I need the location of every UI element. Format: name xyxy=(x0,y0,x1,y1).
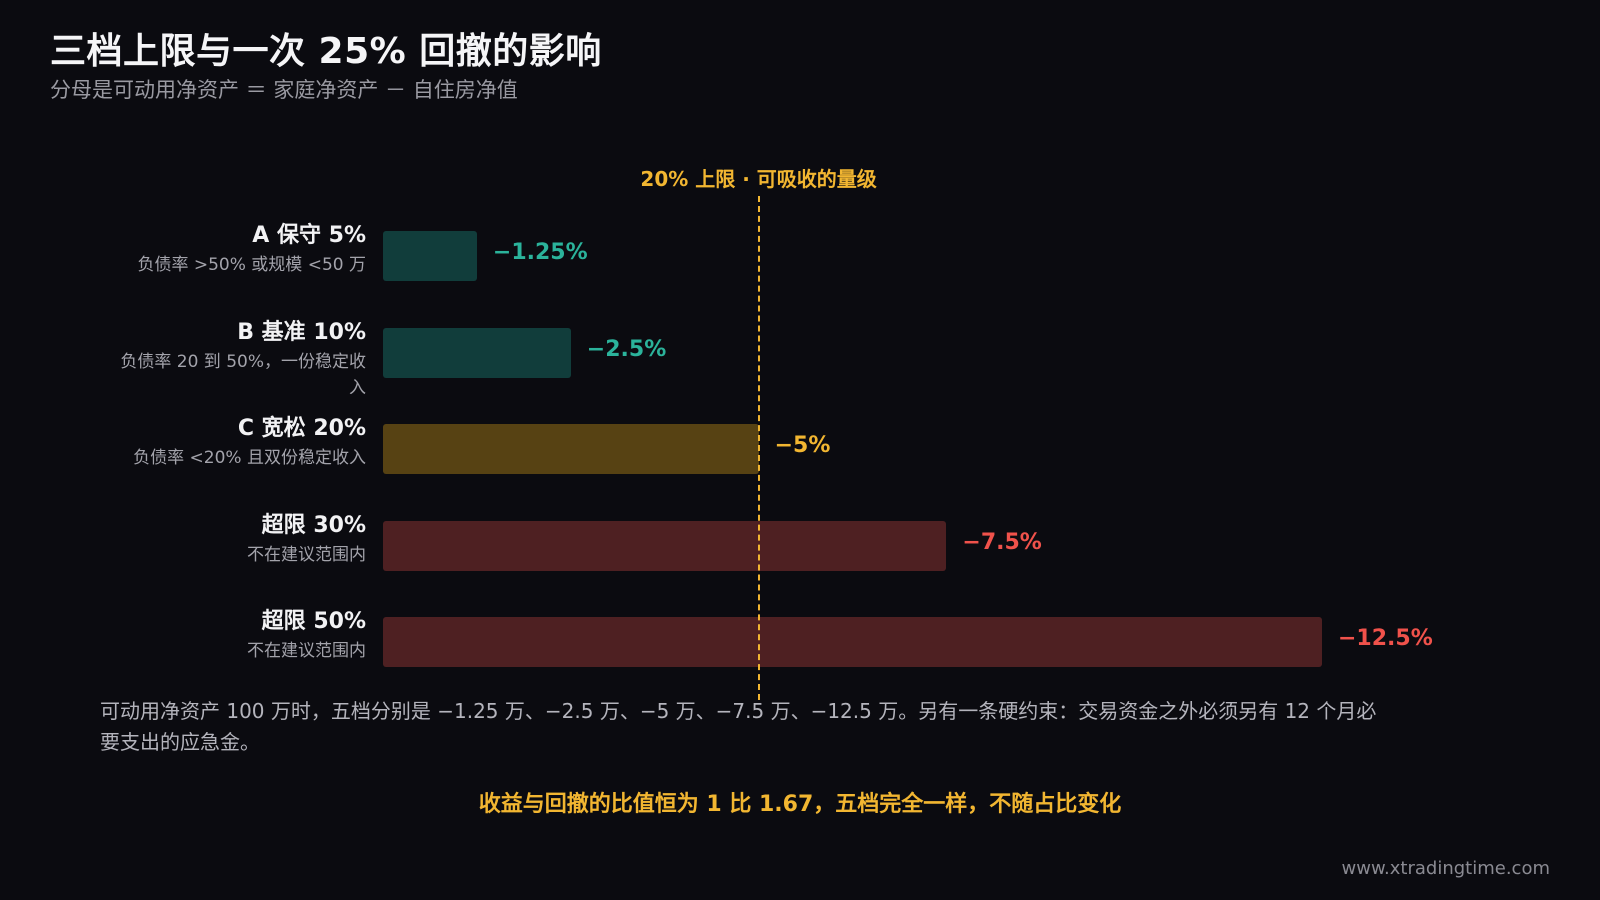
category-description: 不在建议范围内 xyxy=(247,544,366,565)
category-name: A 保守 5% xyxy=(252,223,366,248)
bar-value-label: −7.5% xyxy=(962,529,1042,555)
category-label: 超限 50% 不在建议范围内 xyxy=(106,607,366,664)
category-name: 超限 30% xyxy=(261,512,366,538)
category-description: 负债率 <20% 且双份稳定收入 xyxy=(133,448,366,468)
category-label: C 宽松 20% 负债率 <20% 且双份稳定收入 xyxy=(106,414,366,471)
explanation-note: 可动用净资产 100 万时，五档分别是 −1.25 万、−2.5 万、−5 万、… xyxy=(100,699,1377,754)
bar xyxy=(383,424,759,474)
key-takeaway: 收益与回撤的比值恒为 1 比 1.67，五档完全一样，不随占比变化 xyxy=(478,792,1122,817)
page-title: 三档上限与一次 25% 回撤的影响 xyxy=(50,31,602,72)
category-label: A 保守 5% 负债率 >50% 或规模 <50 万 xyxy=(106,221,366,278)
category-description: 不在建议范围内 xyxy=(247,641,366,661)
category-description: 负债率 >50% 或规模 <50 万 xyxy=(137,255,366,275)
category-label: 超限 30% 不在建议范围内 xyxy=(106,511,366,568)
bar-value-label: −12.5% xyxy=(1338,626,1433,651)
bar xyxy=(383,520,947,571)
category-label: B 基准 10% 负债率 20 到 50%，一份稳定收入 xyxy=(106,318,366,401)
site-watermark: www.xtradingtime.com xyxy=(1341,858,1550,879)
bar xyxy=(383,327,571,378)
bar-value-label: −5% xyxy=(774,433,831,458)
bar xyxy=(383,617,1322,667)
category-name: 超限 50% xyxy=(261,609,366,634)
bar-value-label: −2.5% xyxy=(586,336,667,362)
reference-line-label: 20% 上限 · 可吸收的量级 xyxy=(640,167,877,191)
category-name: C 宽松 20% xyxy=(237,416,366,441)
bar-value-label: −1.25% xyxy=(492,240,588,265)
bar xyxy=(383,231,477,281)
category-description: 负债率 20 到 50%，一份稳定收入 xyxy=(120,351,366,398)
reference-line xyxy=(757,196,760,700)
page-subtitle: 分母是可动用净资产 ＝ 家庭净资产 － 自住房净值 xyxy=(50,78,518,102)
category-name: B 基准 10% xyxy=(237,319,366,345)
